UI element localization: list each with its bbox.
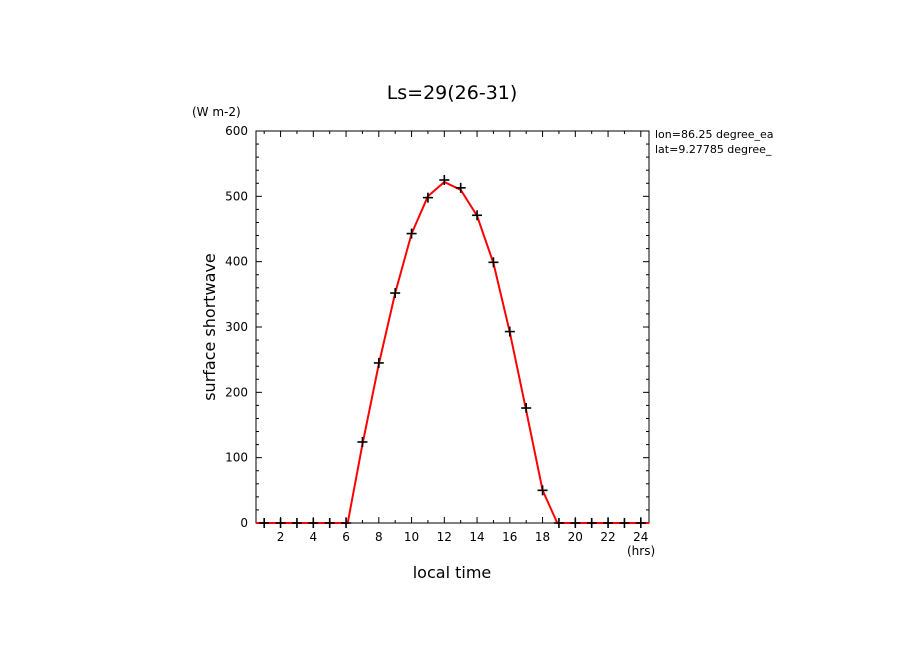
x-tick-label: 24 (633, 530, 648, 544)
data-point-marker (422, 192, 433, 203)
x-tick-label: 18 (535, 530, 550, 544)
data-point-marker (635, 518, 646, 528)
x-tick-label: 8 (375, 530, 383, 544)
data-point-marker (472, 210, 483, 221)
data-point-marker (259, 518, 270, 528)
y-tick-label: 300 (225, 320, 248, 334)
y-axis-label: surface shortwave (200, 253, 219, 401)
data-point-marker (406, 228, 417, 239)
axis-ticks (256, 130, 649, 524)
y-tick-label: 600 (225, 124, 248, 138)
y-tick-label: 100 (225, 451, 248, 465)
longitude-annotation: lon=86.25 degree_ea (655, 128, 774, 141)
y-unit-label: (W m-2) (192, 105, 241, 119)
latitude-annotation: lat=9.27785 degree_ (655, 143, 772, 156)
data-point-marker (488, 257, 499, 268)
chart-title: Ls=29(26-31) (387, 82, 518, 104)
data-point-marker (373, 357, 384, 368)
x-tick-label: 2 (277, 530, 285, 544)
x-tick-label: 4 (309, 530, 317, 544)
data-point-marker (521, 403, 532, 414)
x-tick-label: 16 (502, 530, 517, 544)
data-point-marker (275, 518, 286, 528)
x-tick-label: 22 (600, 530, 615, 544)
data-point-marker (439, 175, 450, 185)
data-point-marker (570, 518, 581, 528)
data-point-marker (308, 518, 319, 528)
y-tick-label: 0 (240, 516, 248, 530)
data-point-marker (553, 518, 564, 528)
x-tick-label: 12 (437, 530, 452, 544)
x-unit-label: (hrs) (627, 544, 655, 558)
x-tick-label: 14 (469, 530, 484, 544)
data-point-marker (586, 518, 597, 528)
plot-frame (255, 130, 650, 524)
data-point-marker (603, 518, 614, 528)
data-point-marker (537, 485, 548, 496)
data-series (256, 175, 649, 528)
data-point-marker (390, 288, 401, 299)
x-tick-label: 20 (568, 530, 583, 544)
data-point-marker (504, 326, 515, 337)
x-tick-label: 6 (342, 530, 350, 544)
y-tick-label: 200 (225, 385, 248, 399)
x-axis-label: local time (413, 563, 492, 582)
data-point-marker (341, 518, 352, 528)
x-tick-label: 10 (404, 530, 419, 544)
data-point-marker (291, 518, 302, 528)
series-line (256, 181, 649, 524)
y-tick-label: 500 (225, 189, 248, 203)
data-point-marker (324, 518, 335, 528)
y-tick-label: 400 (225, 255, 248, 269)
data-point-marker (357, 436, 368, 447)
data-point-marker (619, 518, 630, 528)
data-point-marker (455, 182, 466, 193)
